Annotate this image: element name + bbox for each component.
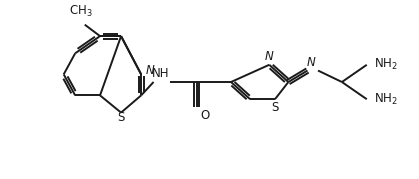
Text: N: N <box>146 64 155 77</box>
Text: NH: NH <box>152 67 169 80</box>
Text: NH$_2$: NH$_2$ <box>375 57 398 72</box>
Text: N: N <box>265 50 274 63</box>
Text: S: S <box>117 111 125 124</box>
Text: CH$_3$: CH$_3$ <box>69 4 93 19</box>
Text: N: N <box>307 56 316 69</box>
Text: NH$_2$: NH$_2$ <box>375 92 398 107</box>
Text: O: O <box>200 109 210 122</box>
Text: S: S <box>271 101 279 114</box>
